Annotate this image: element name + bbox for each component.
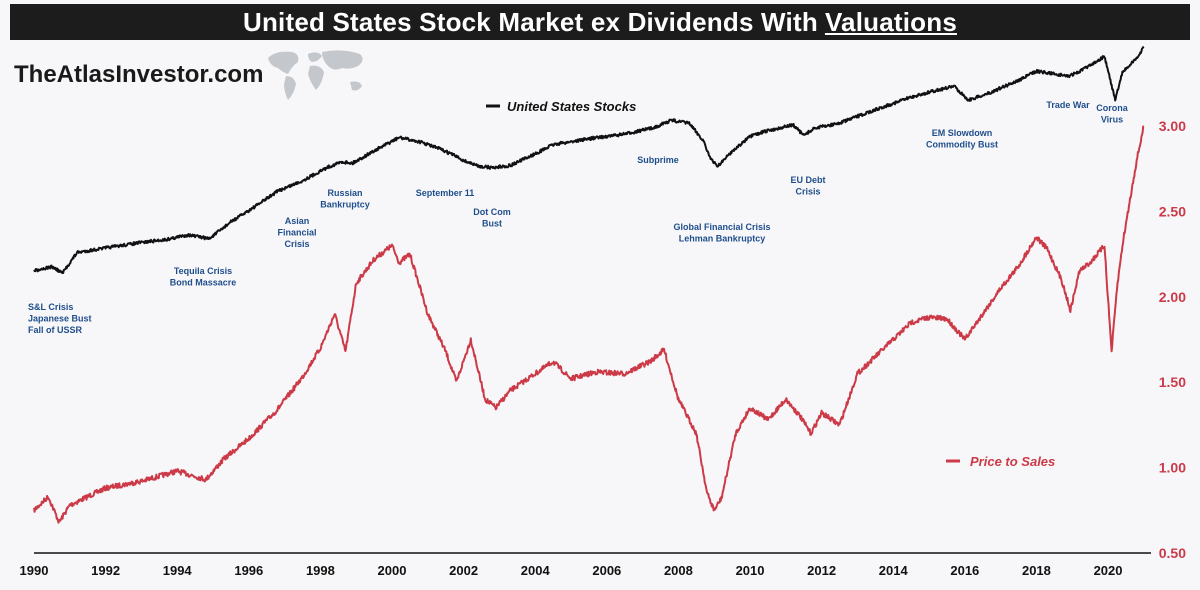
event-annotation: Global Financial Crisis <box>673 222 770 232</box>
x-tick-label: 2004 <box>521 563 551 578</box>
event-annotation: Bond Massacre <box>170 278 237 288</box>
series-line-united-states-stocks <box>33 45 1145 275</box>
event-annotation: Lehman Bankruptcy <box>679 234 766 244</box>
event-annotation: Virus <box>1101 115 1123 125</box>
event-annotation: Bankruptcy <box>320 200 370 210</box>
x-tick-label: 2008 <box>664 563 693 578</box>
event-annotation: Crisis <box>795 187 820 197</box>
x-tick-label: 2012 <box>807 563 836 578</box>
x-tick-label: 1992 <box>91 563 120 578</box>
x-tick-label: 1996 <box>234 563 263 578</box>
x-tick-label: 2016 <box>950 563 979 578</box>
x-tick-label: 2010 <box>736 563 765 578</box>
event-annotation: Corona <box>1096 103 1128 113</box>
x-tick-label: 2000 <box>378 563 407 578</box>
y-tick-label: 2.00 <box>1159 289 1186 305</box>
event-annotation: Tequila Crisis <box>174 266 232 276</box>
x-tick-label: 2006 <box>592 563 621 578</box>
event-annotation: Commodity Bust <box>926 140 998 150</box>
x-tick-label: 1990 <box>20 563 49 578</box>
chart-title-bar: United States Stock Market ex Dividends … <box>10 4 1190 40</box>
event-annotation: Fall of USSR <box>28 325 83 335</box>
x-tick-label: 2018 <box>1022 563 1051 578</box>
x-tick-label: 1998 <box>306 563 335 578</box>
event-annotation: September 11 <box>416 188 475 198</box>
brand-text: TheAtlasInvestor.com <box>14 61 264 88</box>
event-annotation: Russian <box>327 188 362 198</box>
event-annotation: Japanese Bust <box>28 314 92 324</box>
y-tick-label: 1.50 <box>1159 374 1186 390</box>
x-tick-label: 2020 <box>1094 563 1123 578</box>
event-annotation: Subprime <box>637 155 679 165</box>
y-tick-label: 1.00 <box>1159 460 1186 476</box>
series-line-price-to-sales <box>33 125 1145 524</box>
chart-title-emphasis: Valuations <box>824 6 957 37</box>
legend-label-stocks: United States Stocks <box>507 99 636 114</box>
legend-label-price-to-sales: Price to Sales <box>970 454 1055 469</box>
event-annotation: Bust <box>482 219 502 229</box>
event-annotation: Dot Com <box>473 207 511 217</box>
event-annotation: Trade War <box>1046 100 1090 110</box>
event-annotation: EM Slowdown <box>932 128 993 138</box>
y-tick-label: 0.50 <box>1159 545 1186 561</box>
x-tick-label: 2002 <box>449 563 478 578</box>
x-tick-label: 2014 <box>879 563 909 578</box>
event-annotation: Financial <box>277 228 316 238</box>
event-annotation: S&L Crisis <box>28 302 73 312</box>
y-tick-label: 3.00 <box>1159 118 1186 134</box>
y-tick-label: 2.50 <box>1159 203 1186 219</box>
chart-title: United States Stock Market ex Dividends … <box>243 6 818 37</box>
world-map-logo <box>268 50 363 100</box>
event-annotation: Crisis <box>284 239 309 249</box>
event-annotation: EU Debt <box>790 175 825 185</box>
x-tick-label: 1994 <box>163 563 193 578</box>
event-annotation: Asian <box>285 216 310 226</box>
